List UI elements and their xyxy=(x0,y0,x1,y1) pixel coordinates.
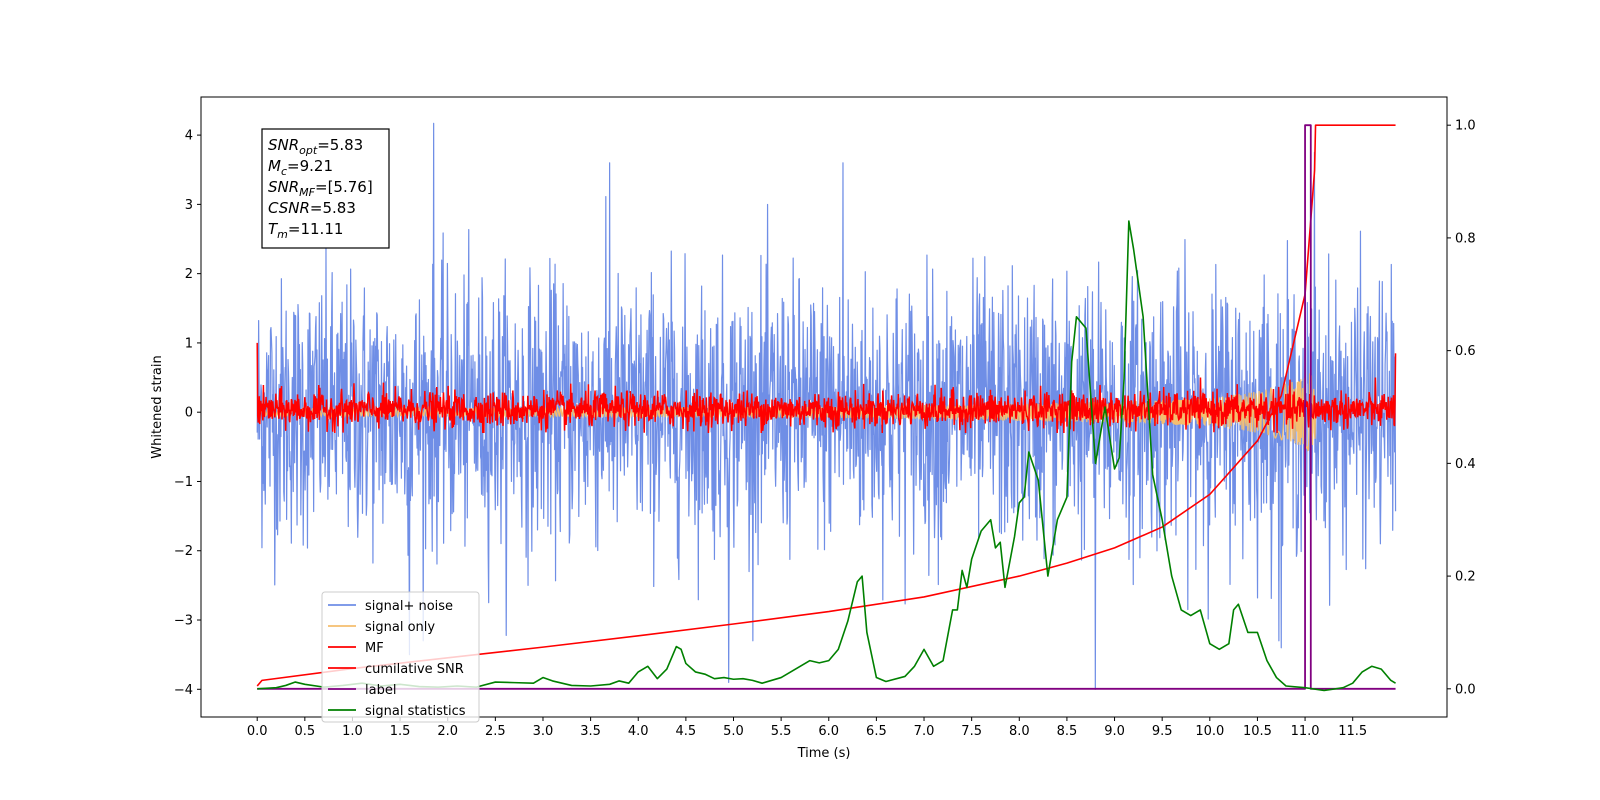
x-tick-label: 5.5 xyxy=(771,724,792,739)
x-tick-label: 1.0 xyxy=(342,724,363,739)
series-line-signal-noise xyxy=(256,122,1397,690)
y2-axis-ticks: 0.0 0.2 0.4 0.6 0.8 1.0 xyxy=(1447,119,1476,697)
x-tick-label: 0.5 xyxy=(294,724,315,739)
x-tick-label: 9.5 xyxy=(1152,724,1173,739)
y-tick-label: 1 xyxy=(185,336,193,351)
x-axis-ticks: 0.0 0.5 1.0 1.5 2.0 2.5 3.0 3.5 4.0 4.5 5.0 5.5 6.0 6… xyxy=(247,717,1367,739)
x-tick-label: 10.0 xyxy=(1195,724,1224,739)
legend-entry-label: MF xyxy=(365,641,384,656)
x-tick-label: 4.0 xyxy=(628,724,649,739)
x-tick-label: 4.5 xyxy=(676,724,697,739)
x-tick-label: 0.0 xyxy=(247,724,268,739)
series-mf xyxy=(256,342,1397,434)
y-axis-label: Whitened strain xyxy=(150,355,165,458)
y2-tick-label: 0.6 xyxy=(1455,344,1476,359)
x-tick-label: 10.5 xyxy=(1243,724,1272,739)
x-tick-label: 2.5 xyxy=(485,724,506,739)
y2-tick-label: 0.0 xyxy=(1455,682,1476,697)
y-tick-label: −4 xyxy=(174,683,193,698)
x-tick-label: 3.0 xyxy=(533,724,554,739)
x-tick-label: 11.5 xyxy=(1338,724,1367,739)
legend-entry-label: cumilative SNR xyxy=(365,662,464,677)
legend-frame xyxy=(321,591,480,723)
info-line: Mc=9.21 xyxy=(268,157,333,178)
y-axis-ticks: −4 −3 −2 −1 0 1 2 3 4 xyxy=(174,129,201,698)
y-tick-label: −3 xyxy=(174,614,193,629)
info-line: SNRopt=5.83 xyxy=(268,136,363,157)
series-line-signal-statistics xyxy=(257,220,1396,692)
legend-entry-label: signal only xyxy=(365,620,435,635)
y2-tick-label: 0.2 xyxy=(1455,570,1476,585)
info-line: CSNR=5.83 xyxy=(268,199,356,217)
x-tick-label: 9.0 xyxy=(1104,724,1125,739)
plot-frame xyxy=(200,96,1448,718)
info-line: SNRMF=[5.76] xyxy=(268,178,373,199)
y-tick-label: 0 xyxy=(185,406,193,421)
series-line-mf xyxy=(256,342,1397,434)
y2-tick-label: 1.0 xyxy=(1455,119,1476,134)
x-tick-label: 7.0 xyxy=(914,724,935,739)
x-tick-label: 1.5 xyxy=(390,724,411,739)
y-tick-label: −2 xyxy=(174,544,193,559)
x-tick-label: 2.0 xyxy=(437,724,458,739)
y-tick-label: 3 xyxy=(185,198,193,213)
y-tick-label: 4 xyxy=(185,129,193,144)
x-tick-label: 6.0 xyxy=(818,724,839,739)
legend-entry-label: signal+ noise xyxy=(365,599,453,614)
x-axis-label: Time (s) xyxy=(797,746,851,761)
series-signal-noise xyxy=(256,122,1397,690)
y-tick-label: 2 xyxy=(185,267,193,282)
y2-tick-label: 0.4 xyxy=(1455,457,1476,472)
x-tick-label: 3.5 xyxy=(580,724,601,739)
x-tick-label: 8.0 xyxy=(1009,724,1030,739)
legend-entry-label: label xyxy=(365,683,396,698)
x-tick-label: 7.5 xyxy=(961,724,982,739)
x-tick-label: 6.5 xyxy=(866,724,887,739)
series-signal-statistics xyxy=(257,220,1396,692)
y2-tick-label: 0.8 xyxy=(1455,231,1476,246)
x-tick-label: 5.0 xyxy=(723,724,744,739)
x-tick-label: 11.0 xyxy=(1291,724,1320,739)
legend-entry-label: signal statistics xyxy=(365,704,466,719)
y-tick-label: −1 xyxy=(174,475,193,490)
legend: signal+ noise signal only MF cumilative SNR… xyxy=(321,591,480,723)
info-line: Tm=11.11 xyxy=(268,220,343,241)
x-tick-label: 8.5 xyxy=(1057,724,1078,739)
info-box-frame xyxy=(261,128,390,249)
